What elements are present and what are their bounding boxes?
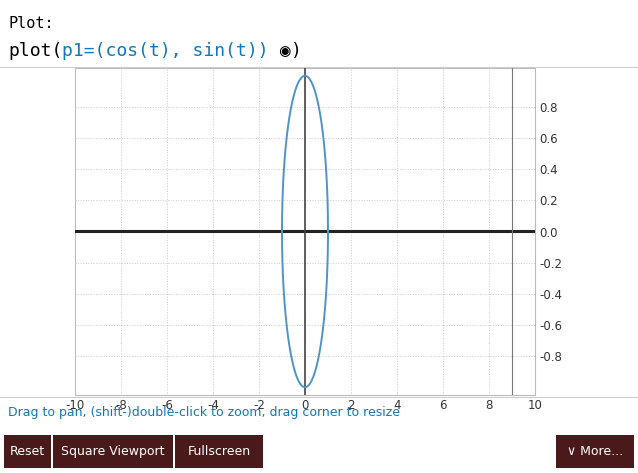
Text: Fullscreen: Fullscreen: [188, 445, 251, 458]
Text: ◉: ◉: [269, 42, 291, 60]
FancyBboxPatch shape: [175, 435, 263, 468]
Text: Reset: Reset: [10, 445, 45, 458]
Text: ): ): [291, 42, 302, 60]
Text: Square Viewport: Square Viewport: [61, 445, 165, 458]
Text: Plot:: Plot:: [8, 16, 54, 31]
Text: plot(: plot(: [8, 42, 63, 60]
Text: Drag to pan, (shift-)double-click to zoom, drag corner to resize: Drag to pan, (shift-)double-click to zoo…: [8, 406, 400, 419]
Text: ∨ More...: ∨ More...: [567, 445, 623, 458]
Text: p1=(cos(t), sin(t)): p1=(cos(t), sin(t)): [63, 42, 269, 60]
FancyBboxPatch shape: [4, 435, 51, 468]
FancyBboxPatch shape: [53, 435, 173, 468]
FancyBboxPatch shape: [556, 435, 634, 468]
